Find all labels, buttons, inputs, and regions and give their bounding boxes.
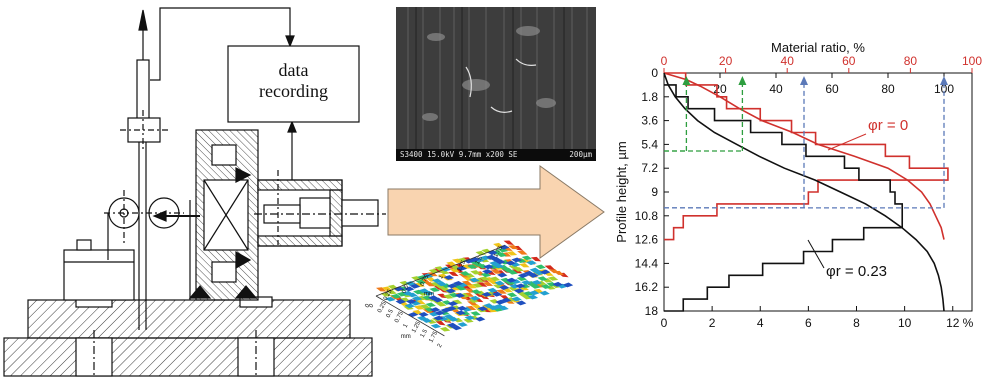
reference-arrowhead [940,76,948,85]
reference-arrowhead [738,76,747,85]
bottom-axis-tick-label: 10 [898,316,912,330]
bottom-axis-tick-label: 2 [709,316,716,330]
y-axis-tick-label: 18 [645,304,659,318]
inner-axis-tick-label: 60 [825,82,839,96]
annotation-phi-023: φr = 0.23 [826,263,887,280]
y-axis-tick-label: 10.8 [635,209,659,223]
top-axis-title: Material ratio, % [771,40,865,55]
bottom-axis-tick-label: 8 [853,316,860,330]
top-axis-tick-label: 60 [842,54,856,68]
y-axis-tick-label: 0 [651,66,658,80]
y-axis-tick-label: 14.4 [635,256,659,270]
histogram-phi-0 [664,72,949,241]
annotation-phi-0: φr = 0 [868,117,908,134]
y-axis-tick-label: 3.6 [641,114,658,128]
top-axis-tick-label: 100 [962,54,982,68]
y-axis-tick-label: 1.8 [641,90,658,104]
bottom-axis-tick-label: 6 [805,316,812,330]
material-ratio-curve-phi-023 [663,72,945,312]
bottom-axis-tick-label: 12 [946,316,960,330]
sem-caption-bar: S3400 15.0kV 9.7mm x200 SE 200µm [396,149,596,161]
inner-axis-tick-label: 100 [934,82,954,96]
reference-arrowhead [800,76,808,85]
material-ratio-curve-phi-0 [663,72,945,240]
data-recording-box [227,45,360,123]
bottom-axis-unit: % [963,316,974,330]
data-recording-label: data recording [259,60,328,101]
top-axis-tick-label: 40 [781,54,795,68]
inner-axis-tick-label: 40 [769,82,783,96]
bottom-axis-tick-label: 0 [661,316,668,330]
y-axis-tick-label: 7.2 [641,161,658,175]
reference-arrowhead [682,76,691,85]
top-axis-tick-label: 20 [719,54,733,68]
y-axis-tick-label: 5.4 [641,137,658,151]
bottom-axis-tick-label: 4 [757,316,764,330]
y-axis-tick-label: 9 [651,185,658,199]
y-axis-tick-label: 16.2 [635,280,659,294]
top-axis-tick-label: 0 [661,54,668,68]
y-axis-tick-label: 12.6 [635,233,659,247]
y-axis-title: Profile height, µm [614,141,629,242]
left-bracket [63,249,135,301]
inner-axis-tick-label: 80 [881,82,895,96]
annotation-leader-phi-0 [827,133,867,151]
sem-image: S3400 15.0kV 9.7mm x200 SE 200µm [396,7,596,161]
histogram-phi-023 [664,84,904,312]
top-axis-tick-label: 80 [904,54,918,68]
annotation-leader-phi-023 [807,239,825,269]
